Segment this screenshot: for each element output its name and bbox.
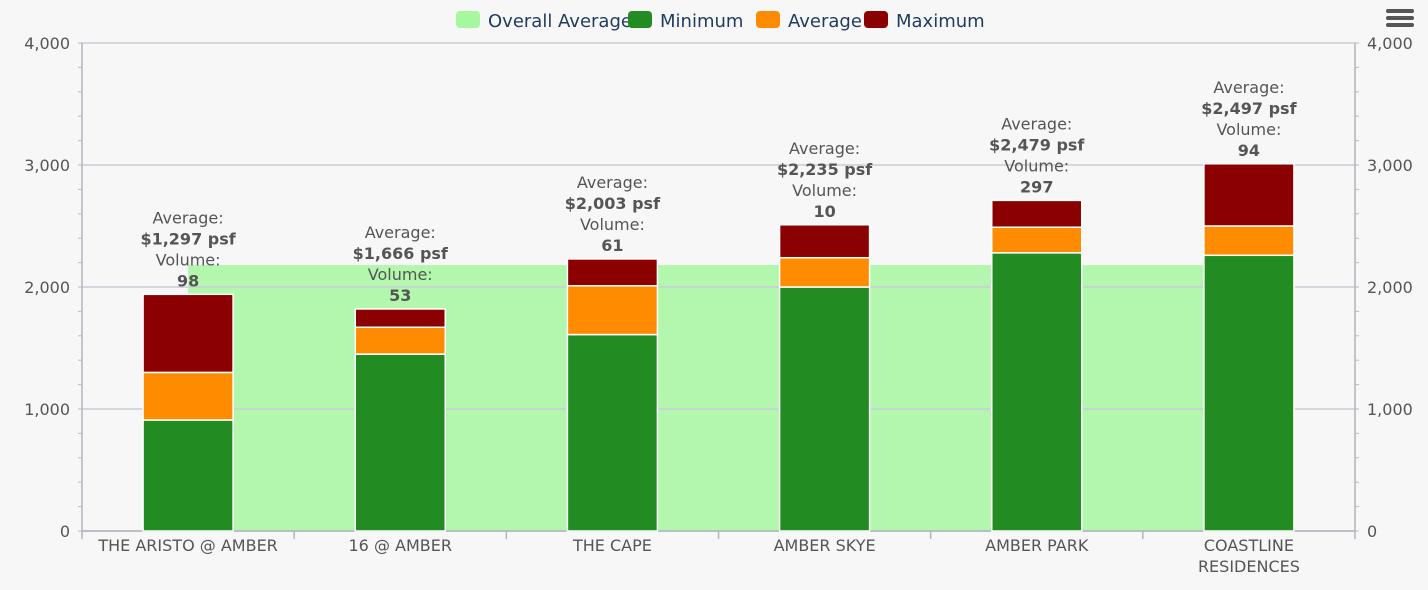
- bar-maximum: [142, 293, 234, 374]
- bar-maximum: [566, 258, 659, 287]
- data-label: Volume:: [1004, 156, 1069, 175]
- data-label: 61: [601, 236, 623, 255]
- bar-minimum: [1203, 254, 1295, 532]
- bar-average: [566, 285, 659, 336]
- data-label: 53: [389, 286, 411, 305]
- data-label: Average:: [153, 208, 224, 227]
- bar-minimum: [354, 353, 446, 532]
- data-label: $1,666 psf: [353, 244, 449, 263]
- bar-maximum: [778, 224, 871, 259]
- x-tick-label: THE ARISTO @ AMBER: [97, 536, 277, 555]
- bar-minimum: [991, 252, 1083, 532]
- bar-maximum: [1203, 163, 1295, 227]
- data-label: Average:: [577, 173, 648, 192]
- bar-average: [354, 326, 446, 355]
- data-label: $2,479 psf: [989, 135, 1085, 154]
- data-label: Volume:: [156, 250, 221, 269]
- data-label: $2,003 psf: [565, 194, 661, 213]
- legend-item: Minimum: [660, 11, 743, 32]
- y-tick-label-left: 0: [60, 522, 70, 541]
- x-tick-label: AMBER PARK: [985, 536, 1089, 555]
- legend-swatch: [864, 11, 888, 28]
- x-tick-label: COASTLINE: [1204, 536, 1294, 555]
- legend-item: Maximum: [896, 11, 985, 32]
- y-tick-label-right: 0: [1367, 522, 1377, 541]
- x-tick-label: THE CAPE: [572, 536, 652, 555]
- data-label: 94: [1238, 141, 1260, 160]
- data-label: $2,235 psf: [777, 160, 873, 179]
- hamburger-menu-icon[interactable]: [1386, 6, 1414, 32]
- bar-maximum: [991, 199, 1083, 228]
- bar-minimum: [566, 333, 659, 532]
- legend-swatch: [456, 11, 480, 28]
- data-label: $2,497 psf: [1201, 99, 1297, 118]
- legend-item: Overall Average: [488, 11, 632, 32]
- y-tick-label-right: 4,000: [1367, 34, 1413, 53]
- data-label: 10: [813, 202, 835, 221]
- data-label: Volume:: [580, 215, 645, 234]
- data-label: Average:: [1213, 78, 1284, 97]
- data-label: Volume:: [368, 265, 433, 284]
- data-label: Average:: [365, 223, 436, 242]
- bar-minimum: [778, 286, 871, 532]
- data-label: Volume:: [1216, 120, 1281, 139]
- data-label: Volume:: [792, 181, 857, 200]
- overall-average-area: [188, 265, 1249, 531]
- bar-minimum: [142, 419, 234, 532]
- y-tick-label-left: 3,000: [24, 156, 70, 175]
- legend-swatch: [756, 11, 780, 28]
- y-tick-label-right: 3,000: [1367, 156, 1413, 175]
- y-tick-label-right: 1,000: [1367, 400, 1413, 419]
- data-label: Average:: [1001, 114, 1072, 133]
- y-tick-label-right: 2,000: [1367, 278, 1413, 297]
- y-tick-label-left: 2,000: [24, 278, 70, 297]
- data-label: $1,297 psf: [140, 229, 236, 248]
- x-tick-label: AMBER SKYE: [774, 536, 876, 555]
- legend-item: Average: [788, 11, 862, 32]
- bar-average: [778, 256, 871, 288]
- y-tick-label-left: 1,000: [24, 400, 70, 419]
- bar-average: [991, 226, 1083, 254]
- legend-swatch: [628, 11, 652, 28]
- bar-average: [1203, 225, 1295, 257]
- bar-maximum: [354, 308, 446, 329]
- bar-average: [142, 371, 234, 421]
- x-tick-label: 16 @ AMBER: [349, 536, 452, 555]
- x-tick-label: RESIDENCES: [1198, 557, 1300, 576]
- data-label: 297: [1020, 177, 1053, 196]
- data-label: Average:: [789, 139, 860, 158]
- y-tick-label-left: 4,000: [24, 34, 70, 53]
- data-label: 98: [177, 271, 199, 290]
